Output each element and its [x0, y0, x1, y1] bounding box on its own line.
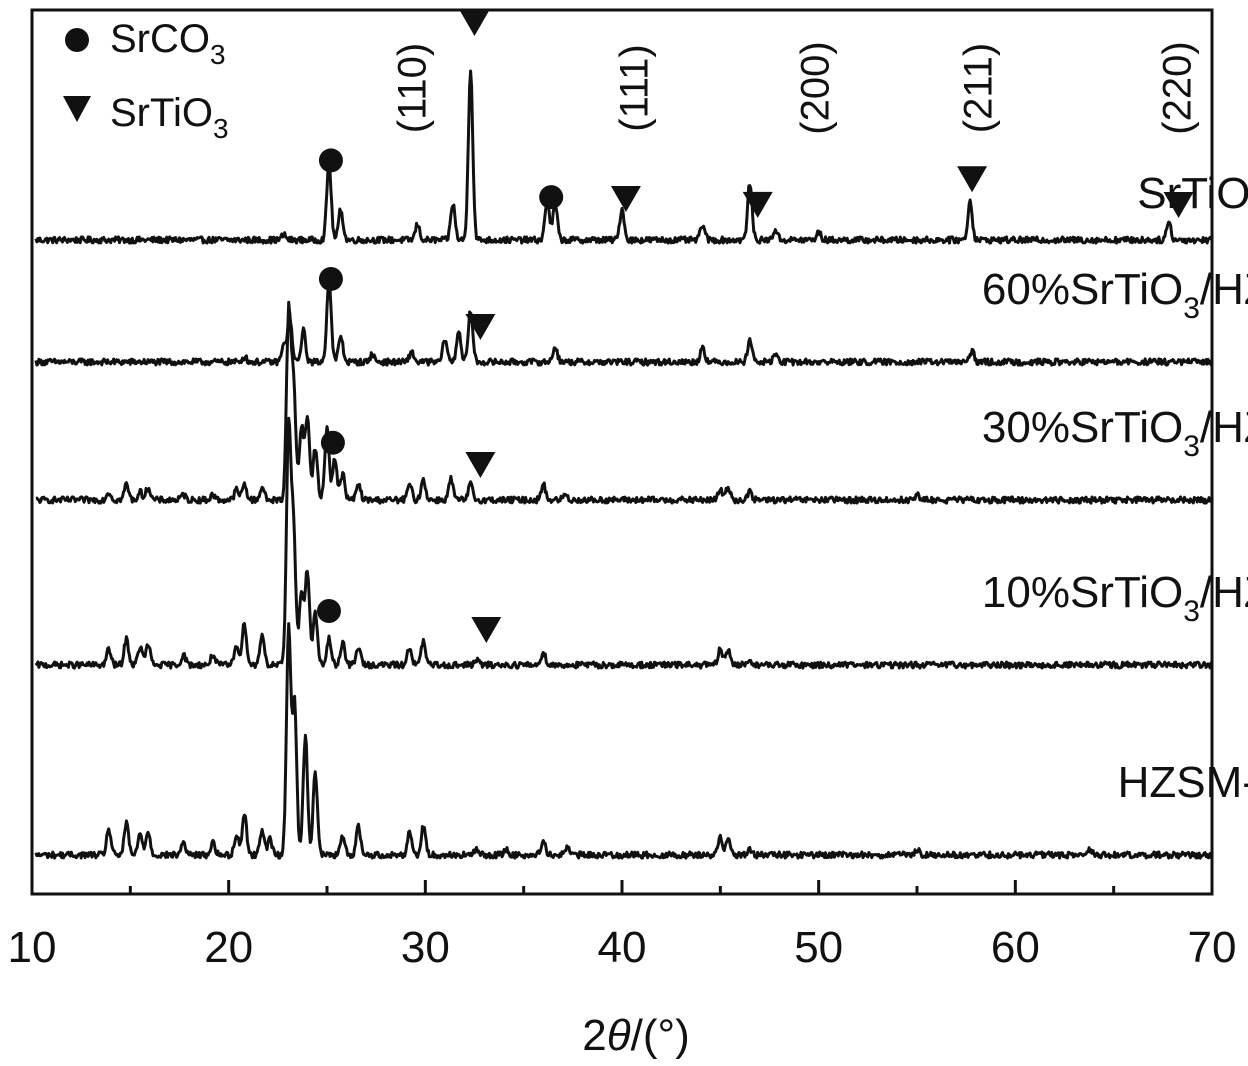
srco3-peak-marker [318, 266, 343, 291]
hkl-label: (110) [390, 43, 434, 133]
series-layer [34, 69, 1214, 860]
label-layer: (110) (111) (200) (211) (220) SrTiO3 60%SrTiO3… [390, 41, 1248, 807]
series-label: 10%SrTiO3/HZSM-5 [982, 568, 1248, 628]
series-line [34, 416, 1214, 670]
hkl-label: (220) [1155, 41, 1199, 134]
srco3-peak-marker [316, 599, 341, 623]
series-label: 30%SrTiO3/HZSM-5 [982, 403, 1248, 463]
srco3-peak-marker [318, 148, 343, 173]
series-label: 60%SrTiO3/HZSM-5 [982, 265, 1248, 325]
x-tick-label: 50 [794, 923, 843, 972]
hkl-label: (211) [957, 43, 1001, 133]
srtio3-peak-marker [1163, 191, 1194, 218]
legend-label-srtio3: SrTiO3 [110, 91, 229, 144]
legend-label-srco3: SrCO3 [110, 17, 226, 70]
hkl-label: (111) [613, 44, 657, 131]
series-label: SrTiO3 [1137, 169, 1248, 229]
x-tick-label: 30 [401, 923, 450, 972]
legend: SrCO3 SrTiO3 [63, 17, 229, 144]
srtio3-peak-marker [459, 10, 490, 36]
srtio3-peak-marker [465, 451, 496, 478]
x-tick-label: 70 [1188, 923, 1237, 972]
series-line [35, 300, 1214, 505]
series-label: HZSM-5 [1118, 758, 1248, 807]
x-axis-title: 2θ/(°) [582, 1011, 689, 1060]
srtio3-peak-marker [471, 616, 502, 643]
plot-area [30, 8, 1214, 896]
srtio3-peak-marker [465, 313, 496, 340]
series-line [34, 278, 1214, 367]
legend-circle-marker [65, 28, 89, 52]
hkl-label: (200) [794, 41, 838, 134]
marker-layer [316, 10, 1194, 643]
x-tick-label: 10 [8, 923, 57, 972]
x-tick-label: 40 [598, 923, 647, 972]
srtio3-peak-marker [742, 191, 773, 218]
series-line [34, 622, 1214, 860]
srco3-peak-marker [539, 185, 564, 210]
x-axis: 10 20 30 40 50 60 70 [8, 880, 1237, 972]
srco3-peak-marker [320, 430, 345, 455]
srtio3-peak-marker [957, 166, 988, 193]
plot-frame [30, 8, 1214, 896]
srtio3-peak-marker [610, 186, 641, 213]
series-line [34, 69, 1213, 245]
legend-triangle-marker [63, 96, 91, 122]
x-tick-label: 60 [991, 923, 1040, 972]
x-tick-label: 20 [204, 923, 253, 972]
